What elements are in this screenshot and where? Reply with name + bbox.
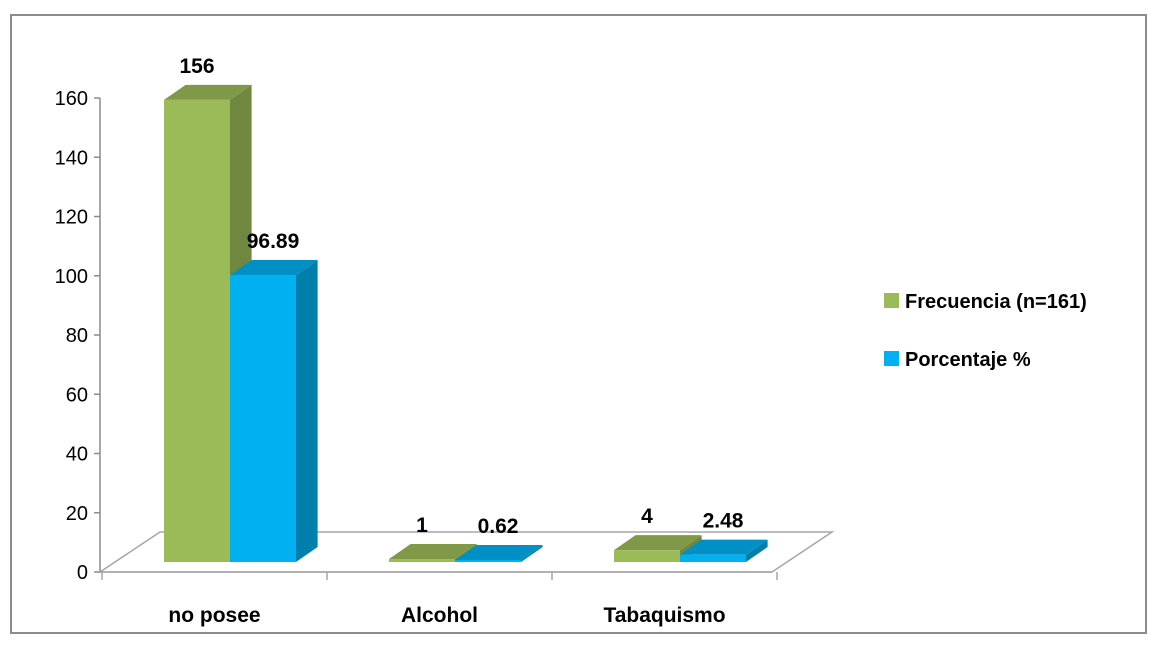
bar-front-face xyxy=(230,274,296,562)
bar-side-face xyxy=(746,539,768,562)
bar-front-face xyxy=(455,560,521,562)
bars xyxy=(164,84,768,562)
data-label: 156 xyxy=(179,55,214,78)
bar-top-face xyxy=(614,535,702,551)
legend-item-1: Porcentaje % xyxy=(884,349,1031,371)
bar-porcentaje-2 xyxy=(680,539,768,562)
legend-label: Frecuencia (n=161) xyxy=(905,291,1087,313)
legend-label: Porcentaje % xyxy=(905,349,1031,371)
data-label: 96.89 xyxy=(247,230,300,253)
bar-side-face xyxy=(296,259,318,562)
y-tick-label: 20 xyxy=(66,503,88,525)
data-label: 0.62 xyxy=(478,515,519,538)
y-tick-label: 80 xyxy=(66,325,88,347)
bar-top-face xyxy=(164,84,252,100)
data-labels: 156 96.89 1 0.62 4 2.48 xyxy=(179,55,743,538)
bar-front-face xyxy=(614,550,680,562)
x-category-label: Alcohol xyxy=(401,604,478,627)
y-axis: 0 20 40 60 80 100 120 140 160 xyxy=(55,88,101,584)
y-tick-label: 140 xyxy=(55,147,88,169)
data-label: 4 xyxy=(641,505,653,528)
bar-front-face xyxy=(389,559,455,562)
legend-item-0: Frecuencia (n=161) xyxy=(884,291,1087,313)
y-tick-label: 120 xyxy=(55,207,88,229)
data-label: 2.48 xyxy=(703,510,744,533)
bar-front-face xyxy=(680,554,746,562)
legend-swatch xyxy=(884,351,899,366)
bar-porcentaje-0 xyxy=(230,259,318,562)
y-tick-label: 60 xyxy=(66,384,88,406)
x-category-label: Tabaquismo xyxy=(603,604,725,627)
data-label: 1 xyxy=(416,514,428,537)
legend-swatch xyxy=(884,293,899,308)
bar-side-face xyxy=(521,545,543,562)
x-category-label: no posee xyxy=(168,604,260,627)
bar-top-face xyxy=(389,544,477,560)
y-tick-label: 40 xyxy=(66,444,88,466)
y-tick-label: 160 xyxy=(55,88,88,110)
x-axis: no posee Alcohol Tabaquismo xyxy=(100,571,778,627)
bar-porcentaje-1 xyxy=(455,545,543,562)
bar-top-face xyxy=(230,259,318,275)
y-tick-label: 100 xyxy=(55,266,88,288)
bar-top-face xyxy=(455,545,543,560)
y-tick-label: 0 xyxy=(77,562,88,584)
bar-top-face xyxy=(680,539,768,555)
bar-front-face xyxy=(164,99,230,562)
legend: Frecuencia (n=161) Porcentaje % xyxy=(884,291,1087,371)
